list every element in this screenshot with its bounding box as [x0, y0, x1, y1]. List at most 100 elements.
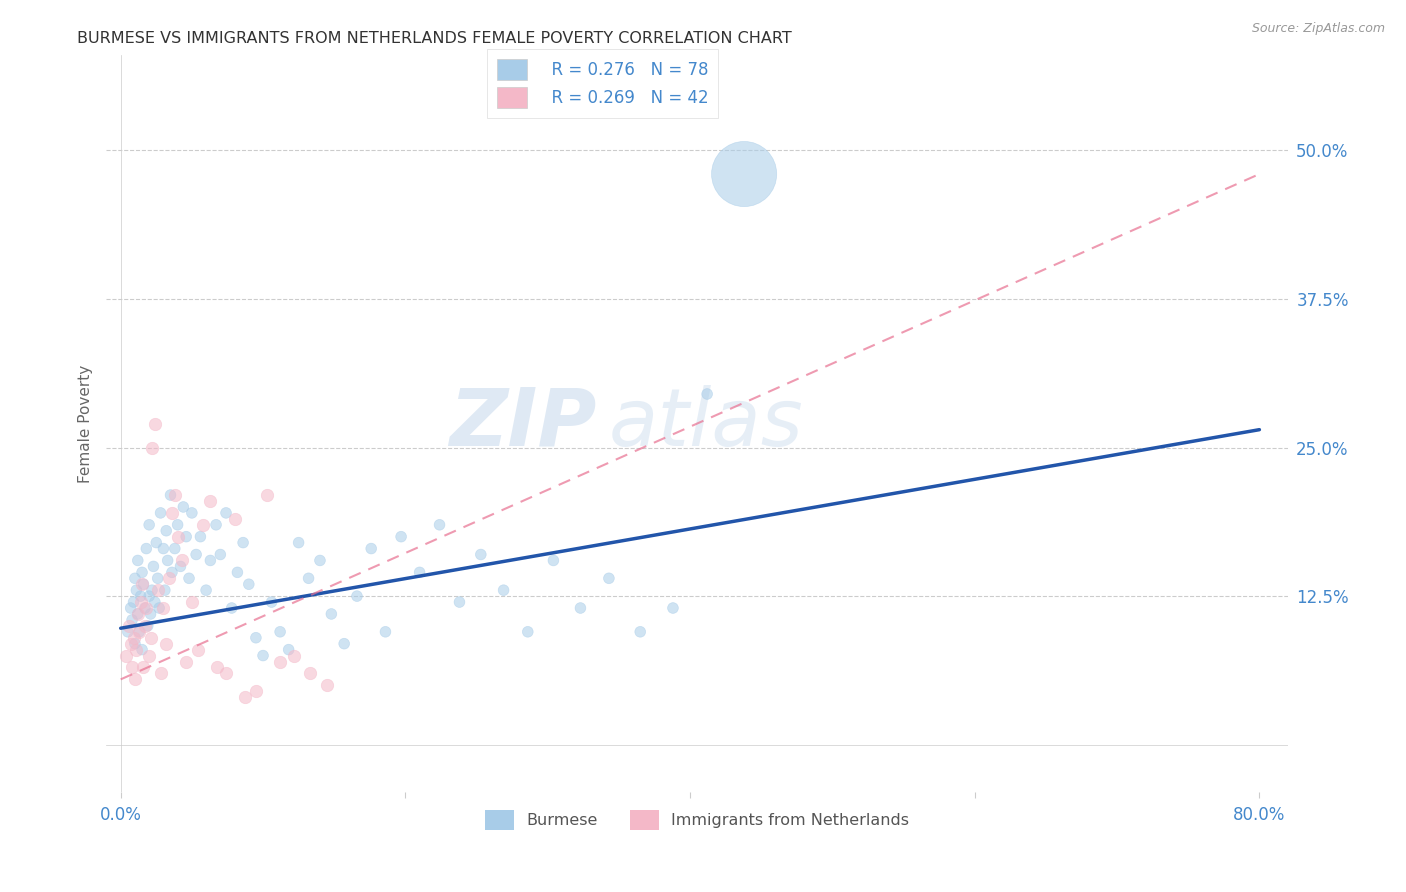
Point [429, 517, 451, 532]
Point [180, 595, 202, 609]
Point [195, 583, 218, 598]
Point [207, 660, 229, 674]
Point [124, 637, 146, 651]
Point [157, 571, 180, 585]
Point [252, 648, 274, 663]
Point [166, 530, 188, 544]
Point [277, 642, 299, 657]
Point [232, 535, 254, 549]
Point [184, 548, 207, 562]
Point [152, 601, 174, 615]
Point [200, 553, 222, 567]
Point [146, 571, 169, 585]
Point [170, 553, 193, 567]
Point [134, 619, 156, 633]
Point [662, 601, 685, 615]
Point [226, 566, 249, 580]
Point [155, 524, 177, 538]
Point [492, 583, 515, 598]
Point [128, 624, 150, 639]
Point [127, 607, 149, 621]
Point [149, 666, 172, 681]
Point [115, 648, 138, 663]
Point [136, 619, 159, 633]
Text: BURMESE VS IMMIGRANTS FROM NETHERLANDS FEMALE POVERTY CORRELATION CHART: BURMESE VS IMMIGRANTS FROM NETHERLANDS F… [77, 31, 792, 46]
Point [155, 637, 177, 651]
Point [298, 666, 321, 681]
Point [121, 660, 143, 674]
Point [696, 387, 718, 401]
Point [316, 678, 339, 692]
Point [160, 506, 183, 520]
Point [138, 648, 160, 663]
Point [516, 624, 538, 639]
Point [149, 506, 172, 520]
Point [124, 571, 146, 585]
Point [159, 488, 181, 502]
Point [117, 624, 139, 639]
Point [129, 589, 152, 603]
Point [408, 566, 430, 580]
Point [132, 577, 155, 591]
Point [283, 648, 305, 663]
Point [174, 530, 197, 544]
Point [152, 541, 174, 556]
Legend: Burmese, Immigrants from Netherlands: Burmese, Immigrants from Netherlands [478, 804, 915, 836]
Point [287, 535, 309, 549]
Point [135, 601, 157, 615]
Y-axis label: Female Poverty: Female Poverty [79, 365, 93, 483]
Point [124, 673, 146, 687]
Point [141, 583, 163, 598]
Point [190, 530, 212, 544]
Point [233, 690, 256, 705]
Point [138, 517, 160, 532]
Point [153, 583, 176, 598]
Point [163, 488, 186, 502]
Point [139, 607, 162, 621]
Point [160, 566, 183, 580]
Point [224, 512, 246, 526]
Point [172, 500, 194, 514]
Point [141, 441, 163, 455]
Text: atlas: atlas [609, 384, 803, 463]
Point [346, 589, 368, 603]
Point [121, 613, 143, 627]
Text: Source: ZipAtlas.com: Source: ZipAtlas.com [1251, 22, 1385, 36]
Point [120, 637, 142, 651]
Point [598, 571, 620, 585]
Point [333, 637, 356, 651]
Point [131, 642, 153, 657]
Point [309, 553, 332, 567]
Point [145, 535, 167, 549]
Point [374, 624, 396, 639]
Point [245, 684, 267, 698]
Point [143, 417, 166, 431]
Point [122, 595, 145, 609]
Point [143, 595, 166, 609]
Point [256, 488, 278, 502]
Point [127, 553, 149, 567]
Point [193, 517, 215, 532]
Point [269, 655, 291, 669]
Point [166, 517, 188, 532]
Point [187, 642, 209, 657]
Point [209, 548, 232, 562]
Point [146, 583, 169, 598]
Point [132, 660, 155, 674]
Point [118, 619, 141, 633]
Point [174, 655, 197, 669]
Point [163, 541, 186, 556]
Point [122, 631, 145, 645]
Point [177, 571, 200, 585]
Point [139, 631, 162, 645]
Point [127, 607, 149, 621]
Point [215, 506, 238, 520]
Point [321, 607, 343, 621]
Point [245, 631, 267, 645]
Point [135, 541, 157, 556]
Point [360, 541, 382, 556]
Point [169, 559, 191, 574]
Point [260, 595, 283, 609]
Point [215, 666, 238, 681]
Point [125, 642, 148, 657]
